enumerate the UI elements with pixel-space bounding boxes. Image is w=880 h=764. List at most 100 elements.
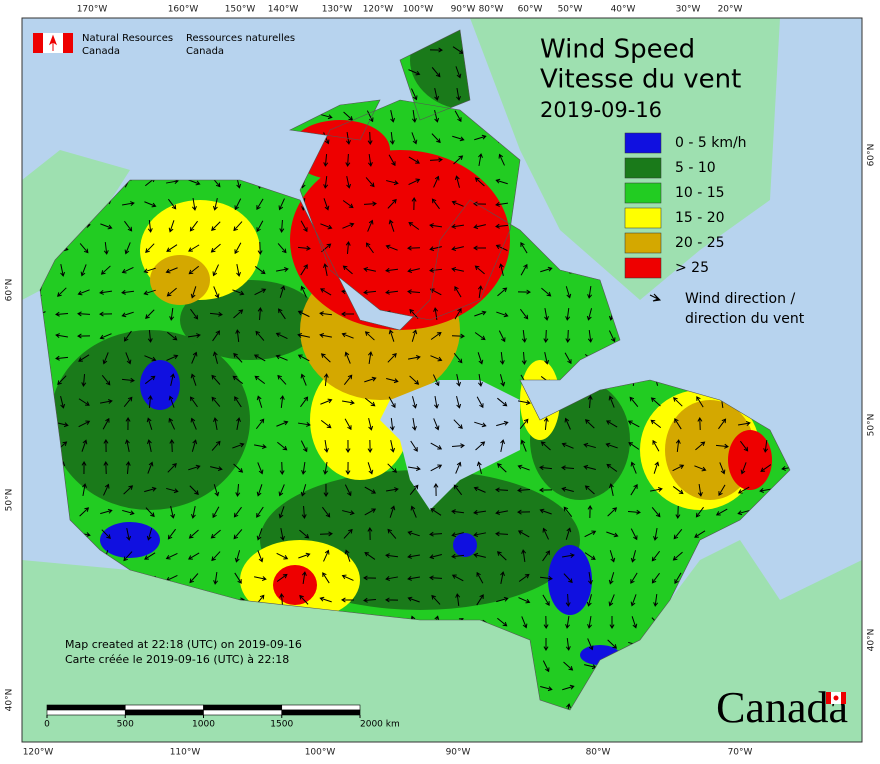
wind-arrow bbox=[451, 443, 465, 449]
wind-arrow bbox=[365, 242, 374, 254]
agency-fr-2: Canada bbox=[186, 46, 224, 57]
wind-arrow bbox=[100, 265, 111, 275]
wind-arrow bbox=[256, 395, 263, 408]
wind-arrow bbox=[255, 330, 265, 341]
wind-arrow bbox=[385, 487, 399, 492]
wind-arrow bbox=[280, 528, 285, 541]
wind-arrow bbox=[210, 529, 221, 539]
wind-arrow bbox=[232, 375, 244, 385]
wind-arrow bbox=[408, 221, 420, 230]
wind-arrow bbox=[364, 486, 377, 494]
wind-arrow bbox=[385, 244, 398, 251]
wind-arrow bbox=[232, 442, 245, 449]
wind-arrow bbox=[300, 373, 307, 386]
wind-arrow bbox=[323, 153, 329, 167]
wind-arrow bbox=[121, 377, 135, 383]
wind-arrow bbox=[121, 267, 134, 274]
wind-arrow bbox=[629, 396, 639, 407]
wind-arrow bbox=[212, 506, 220, 519]
wind-arrow bbox=[319, 531, 333, 537]
wind-arrow bbox=[103, 461, 109, 475]
wind-arrow bbox=[233, 309, 244, 319]
wind-arrow bbox=[213, 571, 219, 585]
wind-arrow bbox=[388, 219, 395, 232]
wind-arrow bbox=[342, 222, 355, 229]
wind-arrow bbox=[430, 355, 443, 362]
wind-arrow bbox=[213, 417, 218, 430]
wind-arrow bbox=[390, 440, 396, 453]
wind-arrow bbox=[586, 308, 593, 321]
wind-arrow bbox=[279, 395, 285, 409]
wind-arrow bbox=[147, 329, 153, 343]
wind-arrow bbox=[474, 332, 486, 341]
wind-arrow bbox=[342, 200, 354, 209]
wind-arrow bbox=[322, 572, 330, 584]
wind-arrow bbox=[299, 529, 310, 539]
wind-arrow bbox=[434, 88, 440, 101]
wind-arrow bbox=[297, 354, 310, 362]
wind-arrow bbox=[233, 352, 243, 363]
wind-arrow bbox=[365, 177, 375, 188]
wind-arrow bbox=[673, 529, 683, 540]
wind-arrow bbox=[190, 417, 197, 430]
wind-arrow bbox=[99, 289, 113, 295]
wind-arrow bbox=[100, 508, 113, 515]
wind-arrow bbox=[675, 439, 681, 453]
graticule-top: 160°W bbox=[168, 5, 199, 15]
wind-arrow bbox=[166, 354, 179, 361]
wind-arrow bbox=[367, 462, 374, 475]
wind-arrow bbox=[233, 221, 243, 232]
wind-arrow bbox=[429, 575, 443, 581]
wind-arrow bbox=[587, 638, 594, 651]
wind-arrow bbox=[672, 464, 685, 472]
wind-arrow bbox=[628, 442, 640, 450]
wind-arrow bbox=[521, 329, 527, 343]
wind-arrow bbox=[191, 439, 198, 452]
wind-arrow bbox=[323, 462, 328, 475]
wind-arrow bbox=[297, 332, 310, 338]
wind-arrow bbox=[609, 550, 616, 563]
legend-swatch bbox=[624, 132, 662, 154]
wind-arrow bbox=[342, 510, 355, 516]
wind-arrow bbox=[411, 396, 418, 409]
wind-arrow bbox=[474, 177, 485, 187]
wind-arrow bbox=[234, 572, 242, 584]
wind-arrow bbox=[474, 134, 487, 141]
wind-arrow bbox=[411, 88, 418, 101]
wind-arrow bbox=[344, 418, 352, 431]
wind-arrow bbox=[539, 575, 553, 581]
wind-arrow bbox=[364, 552, 376, 560]
wind-arrow bbox=[517, 487, 531, 493]
wind-arrow bbox=[254, 288, 267, 296]
scale-segment bbox=[124, 709, 204, 716]
wind-arrow bbox=[78, 354, 90, 362]
legend-label: 15 - 20 bbox=[675, 210, 725, 226]
wind-arrow bbox=[343, 374, 353, 386]
wind-arrow bbox=[342, 265, 353, 275]
wind-arrow bbox=[320, 419, 332, 429]
wind-arrow bbox=[565, 637, 571, 651]
wind-arrow bbox=[144, 552, 156, 560]
graticule-bottom: 120°W bbox=[23, 748, 54, 758]
wind-arrow bbox=[542, 660, 550, 673]
wind-arrow bbox=[565, 615, 571, 629]
wind-arrow bbox=[473, 552, 486, 558]
wind-arrow bbox=[454, 110, 462, 123]
wind-arrow bbox=[542, 594, 550, 606]
wind-arrow bbox=[121, 289, 135, 295]
wind-arrow bbox=[100, 223, 113, 230]
graticule-left: 40°N bbox=[5, 689, 15, 712]
wind-arrow bbox=[278, 484, 285, 497]
graticule-top: 50°W bbox=[558, 5, 583, 15]
wind-arrow bbox=[408, 69, 421, 76]
wind-arrow bbox=[121, 201, 135, 206]
wind-arrow bbox=[189, 485, 199, 495]
scale-label: 2000 km bbox=[360, 720, 400, 730]
wind-arrow bbox=[323, 263, 328, 276]
title-fr: Vitesse du vent bbox=[540, 65, 741, 95]
wind-arrow bbox=[408, 466, 421, 471]
wind-arrow bbox=[542, 527, 549, 540]
wind-arrow bbox=[673, 397, 683, 407]
wind-arrow bbox=[650, 397, 661, 407]
wind-arrow bbox=[388, 396, 396, 409]
